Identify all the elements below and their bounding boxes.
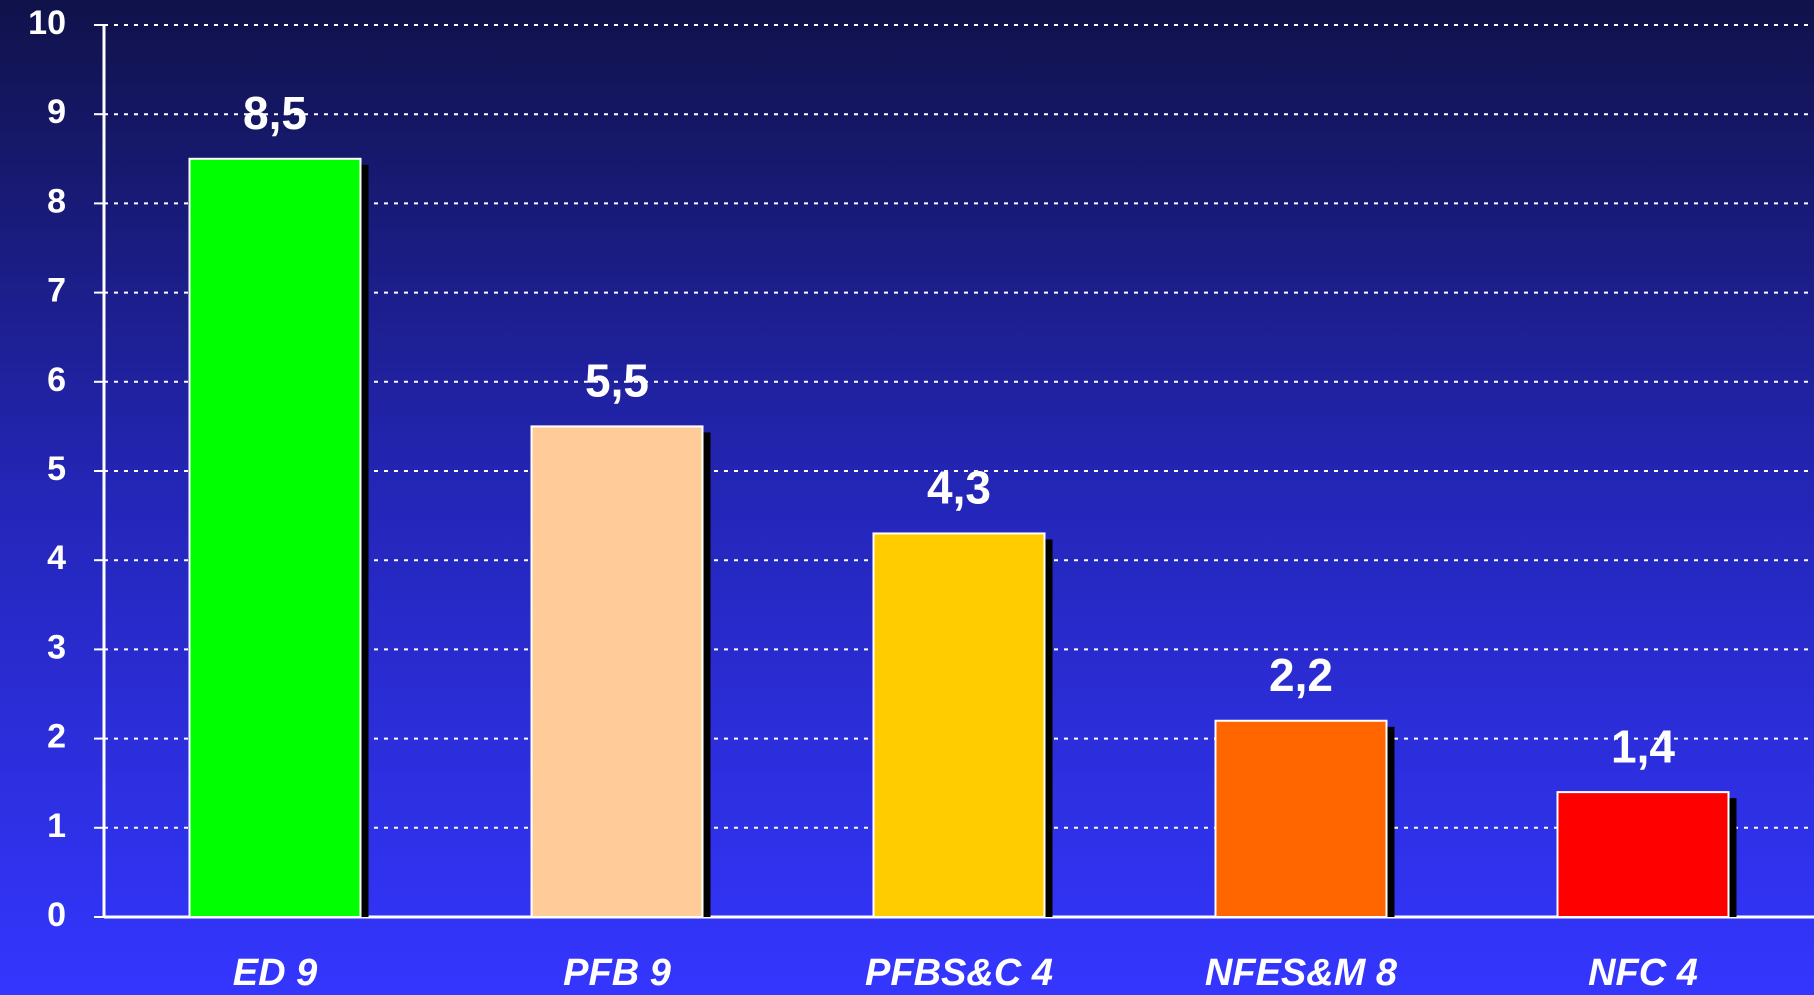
y-tick-label: 3 xyxy=(47,628,66,666)
value-label: 8,5 xyxy=(243,87,307,139)
y-tick-label: 10 xyxy=(28,4,66,42)
x-tick-label: ED 9 xyxy=(233,952,317,994)
y-tick-label: 0 xyxy=(47,896,66,934)
bar xyxy=(872,532,1046,918)
x-tick-label: NFC 4 xyxy=(1588,952,1698,994)
value-label: 4,3 xyxy=(927,462,991,514)
value-label: 5,5 xyxy=(585,355,649,407)
y-tick-label: 2 xyxy=(47,718,66,756)
y-tick-label: 6 xyxy=(47,361,66,399)
y-tick-label: 4 xyxy=(47,539,66,577)
y-tick-label: 9 xyxy=(47,93,66,131)
y-tick-label: 5 xyxy=(47,450,66,488)
bar xyxy=(188,157,362,919)
y-tick-label: 1 xyxy=(47,807,66,845)
value-label: 2,2 xyxy=(1269,649,1333,701)
y-tick-label: 7 xyxy=(47,272,66,310)
x-tick-label: PFBS&C 4 xyxy=(865,952,1053,994)
value-label: 1,4 xyxy=(1611,720,1675,772)
x-tick-label: PFB 9 xyxy=(563,952,671,994)
x-tick-label: NFES&M 8 xyxy=(1205,952,1398,994)
bar xyxy=(1556,791,1730,918)
y-tick-label: 8 xyxy=(47,182,66,220)
bar xyxy=(530,425,704,918)
bar xyxy=(1214,719,1388,919)
